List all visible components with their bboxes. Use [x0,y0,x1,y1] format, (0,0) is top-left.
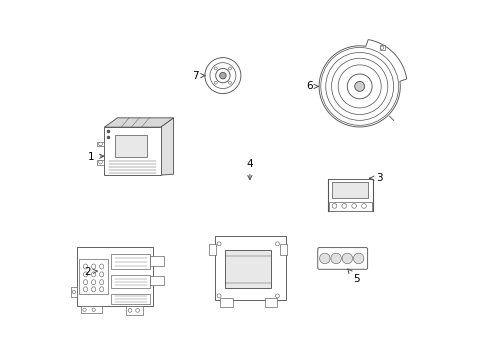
Ellipse shape [83,280,87,285]
Bar [150,256,164,266]
Bar [224,250,270,288]
Circle shape [215,68,230,83]
Ellipse shape [100,272,103,277]
Circle shape [72,290,76,294]
Circle shape [361,204,366,208]
Ellipse shape [91,287,96,292]
Circle shape [351,204,356,208]
Ellipse shape [83,272,87,277]
Circle shape [214,81,217,84]
Bar [97,141,104,146]
Circle shape [353,253,363,264]
Circle shape [99,160,102,164]
Circle shape [214,67,217,70]
Bar [214,236,285,300]
Bar [328,202,371,211]
Text: 1: 1 [88,152,103,162]
Bar [81,306,102,313]
Bar [379,45,384,50]
Circle shape [136,309,139,312]
Bar [111,294,150,305]
Ellipse shape [91,272,96,277]
Circle shape [330,253,341,264]
Bar [71,287,77,297]
Ellipse shape [100,280,103,285]
Circle shape [228,81,231,84]
Circle shape [204,58,241,94]
Polygon shape [319,40,406,127]
Polygon shape [104,118,173,127]
Ellipse shape [100,264,103,269]
Circle shape [219,72,225,79]
Bar [280,244,287,255]
Polygon shape [104,127,160,175]
Text: 3: 3 [369,173,382,183]
Circle shape [82,308,86,311]
Circle shape [92,308,95,311]
Bar [111,275,150,288]
Circle shape [99,142,102,146]
Circle shape [217,242,221,246]
Circle shape [380,46,383,49]
Ellipse shape [91,280,96,285]
Circle shape [128,309,132,312]
Bar [79,259,108,294]
Circle shape [354,81,364,91]
Ellipse shape [91,264,96,269]
Circle shape [342,253,352,264]
Bar [150,276,164,285]
Bar [209,244,216,255]
Bar [111,254,150,269]
Bar [114,135,147,157]
Ellipse shape [83,264,87,269]
Circle shape [217,294,221,298]
Circle shape [346,74,371,99]
Bar [126,306,142,315]
Text: 7: 7 [192,71,204,81]
Text: 2: 2 [84,267,97,277]
Bar [220,298,233,307]
Circle shape [319,253,329,264]
Text: 4: 4 [246,159,253,180]
Polygon shape [160,118,173,175]
Bar [327,179,372,211]
Circle shape [275,294,279,298]
Circle shape [341,204,346,208]
FancyBboxPatch shape [317,248,367,269]
Bar [97,160,104,165]
Circle shape [275,242,279,246]
Text: 5: 5 [347,269,359,284]
Circle shape [228,67,231,70]
Ellipse shape [100,287,103,292]
Circle shape [331,204,336,208]
Bar [331,181,367,198]
Text: 6: 6 [305,81,318,91]
Ellipse shape [83,287,87,292]
Bar [77,247,152,306]
Bar [264,298,277,307]
